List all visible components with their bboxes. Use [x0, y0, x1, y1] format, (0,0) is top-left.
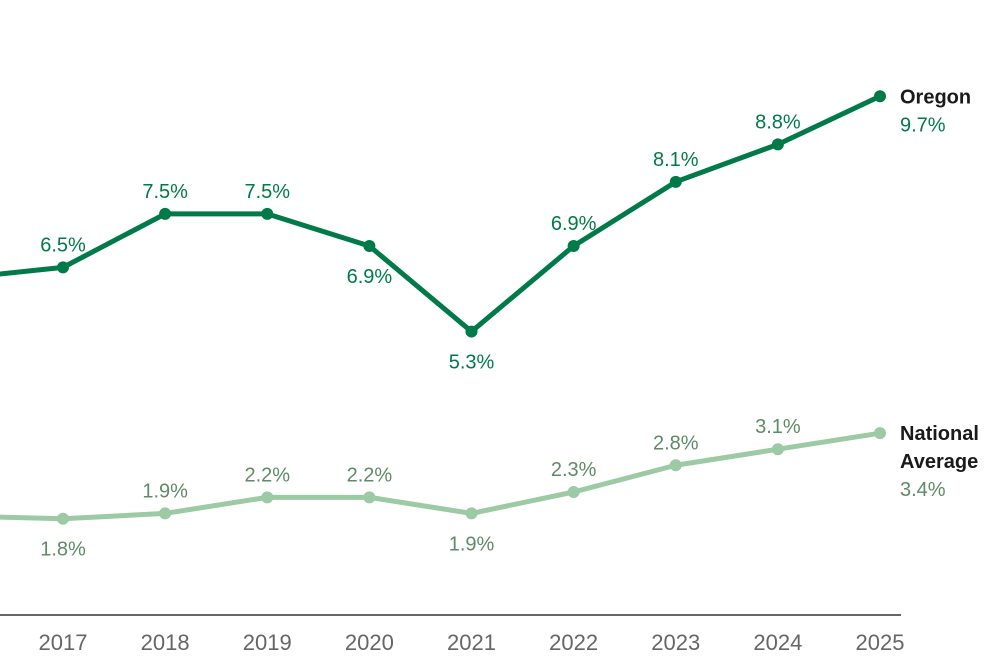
data-label: 6.5%: [40, 234, 86, 256]
x-tick-label: 2021: [447, 630, 496, 655]
data-point: [567, 240, 580, 252]
data-label: 8.8%: [755, 111, 801, 133]
series-name-label: Average: [900, 451, 978, 473]
data-point: [874, 90, 886, 103]
data-label: 6.9%: [551, 213, 597, 235]
data-label: 2.3%: [551, 459, 597, 481]
data-point: [567, 486, 580, 498]
data-point: [363, 491, 376, 504]
x-tick-label: 2017: [39, 630, 88, 655]
data-point: [159, 207, 172, 220]
series-name-label: Oregon: [900, 86, 971, 108]
data-label: 1.9%: [449, 533, 495, 555]
data-point: [363, 240, 376, 252]
data-label: 1.8%: [40, 539, 86, 561]
x-tick-label: 2019: [243, 630, 292, 655]
data-point: [771, 138, 784, 151]
series-oregon: 6.5% 7.5% 7.5% 6.9% 5.3% 6.9% 8.1% 8.8% Oregon 9.…: [0, 86, 971, 374]
x-tick-label: 2018: [141, 630, 190, 655]
data-label: 1.9%: [142, 480, 188, 502]
x-tick-label: 2022: [549, 630, 598, 655]
data-point: [261, 207, 274, 220]
data-label: 7.5%: [142, 181, 188, 203]
x-tick-label: 2023: [651, 630, 700, 655]
data-point: [669, 459, 682, 472]
data-label: 3.1%: [755, 416, 801, 438]
data-point: [57, 261, 69, 274]
data-label: 5.3%: [449, 352, 495, 374]
data-point: [261, 491, 274, 504]
data-label: 9.7%: [900, 114, 946, 136]
data-point: [771, 443, 784, 456]
data-label: 7.5%: [244, 181, 290, 203]
data-label: 8.1%: [653, 149, 699, 171]
data-point: [669, 175, 682, 188]
series-national-average: 1.8% 1.9% 2.2% 2.2% 1.9% 2.3% 2.8% 3.1% National…: [0, 416, 979, 561]
data-point: [57, 512, 69, 525]
data-label: 2.2%: [347, 464, 393, 486]
data-label: 6.9%: [347, 266, 393, 288]
x-tick-label: 2020: [345, 630, 394, 655]
series-layer: 6.5% 7.5% 7.5% 6.9% 5.3% 6.9% 8.1% 8.8% Oregon 9.…: [0, 86, 979, 561]
x-axis: 2017 2018 2019 2020 2021 2022 2023 2024 2025: [0, 614, 905, 655]
data-label: 3.4%: [900, 479, 946, 501]
data-point: [874, 427, 886, 440]
data-point: [465, 507, 478, 520]
data-point: [159, 507, 172, 520]
series-line: [0, 93, 883, 335]
series-line: [0, 430, 883, 522]
data-label: 2.8%: [653, 432, 699, 454]
data-label: 2.2%: [244, 464, 290, 486]
series-name-label: National: [900, 423, 979, 445]
data-point: [465, 325, 478, 338]
x-tick-label: 2025: [856, 630, 905, 655]
x-tick-label: 2024: [753, 630, 802, 655]
